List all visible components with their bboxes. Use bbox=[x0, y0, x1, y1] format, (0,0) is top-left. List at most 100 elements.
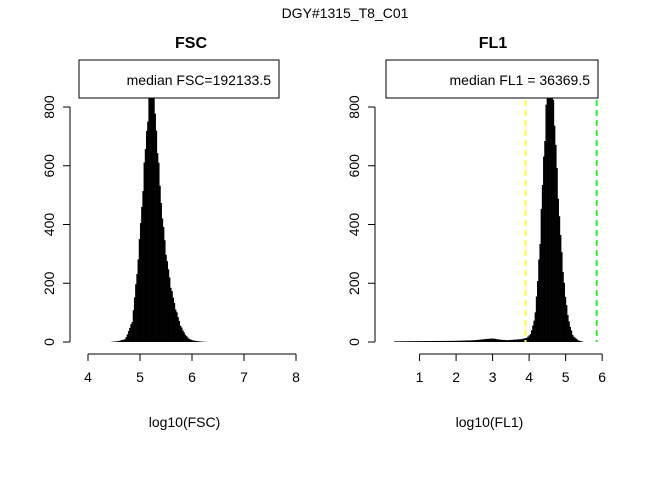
fsc-histogram-bar bbox=[154, 113, 156, 342]
fl1-histogram-bar bbox=[553, 125, 556, 342]
fsc-histogram-bar bbox=[123, 339, 125, 342]
fl1-histogram-bar bbox=[443, 340, 445, 342]
fl1-x-axis-label: log10(FL1) bbox=[456, 414, 524, 430]
fl1-histogram-bar bbox=[544, 141, 546, 342]
fl1-histogram-bar bbox=[537, 281, 539, 342]
fsc-histogram-bar bbox=[156, 153, 159, 342]
fl1-histogram-bar bbox=[563, 282, 565, 342]
fl1-histogram-bar bbox=[442, 340, 444, 342]
fsc-histogram-bar bbox=[142, 191, 144, 342]
fl1-histogram-bar bbox=[396, 341, 398, 342]
fl1-histogram-bar bbox=[460, 340, 462, 342]
fl1-histogram-bar bbox=[498, 339, 501, 342]
fl1-histogram-bar bbox=[577, 340, 580, 342]
fsc-y-tick-label: 200 bbox=[41, 271, 57, 295]
fsc-histogram-bar bbox=[114, 341, 117, 342]
fl1-histogram-bar bbox=[509, 340, 511, 342]
fl1-histogram-bar bbox=[496, 339, 498, 342]
fl1-histogram-bar bbox=[449, 340, 451, 342]
fl1-histogram-bar bbox=[505, 340, 508, 342]
fl1-histogram-bar bbox=[502, 339, 504, 342]
fsc-histogram-bar bbox=[167, 269, 170, 342]
fl1-histogram-bar bbox=[570, 330, 573, 342]
fl1-histogram-bar bbox=[533, 320, 535, 342]
fsc-histogram-bar bbox=[147, 121, 149, 342]
fsc-histogram-bar bbox=[124, 339, 126, 342]
fsc-histogram-bar bbox=[153, 80, 155, 342]
fsc-histogram-bar bbox=[185, 335, 188, 342]
fl1-histogram-bar bbox=[395, 341, 397, 342]
fl1-histogram-bar bbox=[448, 340, 450, 342]
fl1-histogram-bar bbox=[415, 341, 418, 342]
fl1-histogram-bar bbox=[455, 340, 457, 342]
fsc-histogram-bar bbox=[173, 302, 176, 342]
fl1-histogram-bar bbox=[545, 104, 547, 342]
fl1-histogram-bar bbox=[500, 339, 503, 342]
fl1-histogram-bar bbox=[540, 208, 543, 342]
fl1-histogram-bar bbox=[494, 338, 497, 342]
fl1-histogram-bar bbox=[482, 339, 485, 342]
fsc-histogram-bar bbox=[195, 340, 197, 342]
fl1-histogram-bar bbox=[551, 79, 553, 342]
fsc-histogram-bar bbox=[127, 331, 130, 342]
fl1-histogram-bar bbox=[428, 341, 431, 342]
fsc-histogram-bar bbox=[190, 339, 193, 342]
fl1-histogram-bar bbox=[437, 340, 439, 342]
fl1-histogram-bar bbox=[436, 341, 438, 342]
fsc-histogram-bar bbox=[131, 322, 134, 342]
fl1-histogram-bar bbox=[451, 340, 454, 342]
fl1-histogram-bar bbox=[418, 341, 420, 342]
fl1-histogram-bar bbox=[475, 339, 478, 342]
fl1-histogram-bar bbox=[485, 338, 487, 342]
fl1-legend-text: median FL1 = 36369.5 bbox=[450, 72, 591, 88]
fl1-histogram-bar bbox=[535, 296, 538, 342]
fsc-title: FSC bbox=[175, 35, 207, 52]
fl1-x-tick-label: 1 bbox=[416, 369, 424, 385]
fsc-histogram-bar bbox=[141, 206, 143, 342]
fl1-histogram-bar bbox=[478, 339, 480, 342]
fl1-x-tick-label: 3 bbox=[489, 369, 497, 385]
fl1-title: FL1 bbox=[479, 35, 508, 52]
fsc-histogram-bar bbox=[139, 223, 142, 342]
fsc-histogram-bar bbox=[120, 340, 123, 342]
fsc-histogram-bar bbox=[196, 341, 199, 342]
fsc-histogram-bar bbox=[130, 324, 132, 342]
fl1-histogram-bar bbox=[493, 338, 496, 342]
fsc-histogram-bar bbox=[117, 341, 119, 342]
fsc-histogram-bar bbox=[148, 90, 150, 342]
fsc-histogram-bar bbox=[165, 254, 167, 342]
fl1-histogram-bar bbox=[413, 341, 415, 342]
fl1-histogram-bar bbox=[486, 339, 489, 342]
fsc-histogram-bar bbox=[159, 185, 161, 342]
fl1-histogram-bar bbox=[422, 341, 425, 342]
fl1-histogram-bar bbox=[552, 99, 555, 342]
fl1-histogram-bar bbox=[574, 337, 576, 342]
fl1-histogram-bar bbox=[474, 340, 477, 342]
fsc-histogram-bar bbox=[121, 339, 124, 342]
fl1-y-tick-label: 200 bbox=[346, 271, 362, 295]
fl1-histogram-bar bbox=[497, 339, 499, 342]
fsc-histogram-bar bbox=[168, 277, 171, 342]
fl1-histogram-bar bbox=[555, 144, 557, 342]
fl1-y-tick-label: 800 bbox=[346, 95, 362, 119]
fsc-histogram-bar bbox=[171, 291, 173, 342]
fl1-histogram-bar bbox=[403, 341, 406, 342]
fl1-histogram-bar bbox=[575, 338, 578, 342]
fl1-histogram-bar bbox=[439, 340, 442, 342]
fl1-histogram-bar bbox=[491, 338, 493, 342]
fl1-histogram-bar bbox=[543, 156, 545, 342]
fl1-histogram-bar bbox=[514, 339, 516, 342]
fsc-histogram-bar bbox=[161, 218, 164, 342]
fsc-histogram-bar bbox=[135, 284, 137, 342]
fl1-histogram-bar bbox=[424, 341, 426, 342]
fsc-histogram-bar bbox=[194, 340, 196, 342]
fl1-histogram-bar bbox=[480, 339, 483, 342]
fl1-bars bbox=[394, 65, 585, 342]
fl1-histogram-bar bbox=[558, 216, 561, 342]
fl1-histogram-bar bbox=[549, 76, 551, 342]
fl1-histogram-bar bbox=[406, 341, 408, 342]
fl1-histogram-bar bbox=[490, 338, 492, 342]
fsc-histogram-bar bbox=[180, 327, 183, 342]
fsc-histogram-bar bbox=[183, 332, 185, 342]
